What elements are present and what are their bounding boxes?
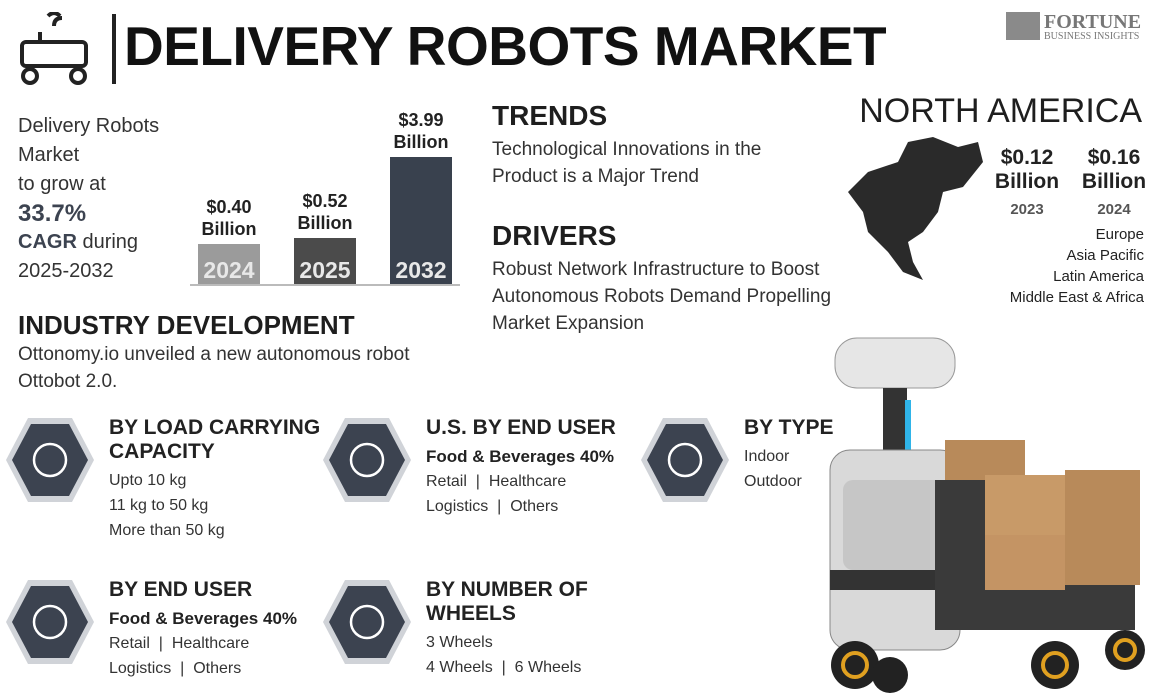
segment-heading: BY END USER xyxy=(109,578,253,601)
robot-image xyxy=(829,337,1145,693)
region-heading: NORTH AMERICA xyxy=(859,92,1142,130)
segment-heading: BY NUMBER OF WHEELS xyxy=(426,578,588,625)
industry-text: Ottonomy.io unveiled a new autonomous ro… xyxy=(18,344,410,392)
robot-icon xyxy=(20,12,88,85)
stat-value: $0.12 Billion xyxy=(994,146,1060,193)
segment-item: Indoor xyxy=(744,448,790,465)
trends-heading: TRENDS xyxy=(492,100,608,131)
segment-item: Logistics | Others xyxy=(426,498,559,515)
segment-item: Outdoor xyxy=(744,473,802,490)
segment-item: 4 Wheels | 6 Wheels xyxy=(426,659,582,676)
industry-heading: INDUSTRY DEVELOPMENT xyxy=(18,310,355,340)
bar-category: 2032 xyxy=(395,257,447,283)
map xyxy=(848,137,983,280)
cagr: 33.7% xyxy=(18,200,87,227)
stat-value: $0.16 Billion xyxy=(1081,146,1147,193)
bar-category: 2025 xyxy=(299,257,351,283)
segment: BY TYPE Indoor Outdoor xyxy=(744,416,959,494)
segment-item: More than 50 kg xyxy=(109,522,225,539)
region-item: Asia Pacific xyxy=(1066,247,1144,264)
title: DELIVERY ROBOTS MARKET xyxy=(124,15,887,77)
drivers-heading: DRIVERS xyxy=(492,220,617,251)
logo-mark xyxy=(1006,12,1040,40)
segment-heading: BY LOAD CARRYING CAPACITY xyxy=(109,416,321,463)
segment-item: Retail | Healthcare xyxy=(109,635,250,652)
segment-icon xyxy=(323,418,411,502)
summary-line: to grow at xyxy=(18,173,106,195)
segment-item: 11 kg to 50 kg xyxy=(109,497,209,514)
segment-highlight: Food & Beverages 40% xyxy=(426,447,615,466)
logo-name: FORTUNE xyxy=(1044,11,1142,33)
segment-heading: U.S. BY END USER xyxy=(426,416,616,439)
region-item: Latin America xyxy=(1053,268,1144,285)
bar: 2025 xyxy=(294,238,356,284)
region-list: Europe Asia Pacific Latin America Middle… xyxy=(1010,224,1144,308)
value-label: $0.40 Billion xyxy=(201,196,257,239)
bar-chart: 2024 $0.40 Billion 2025 $0.52 Billion 2032 $3… xyxy=(190,100,460,286)
segment-highlight: Food & Beverages 40% xyxy=(109,609,298,628)
divider xyxy=(112,14,116,84)
summary-line: Market xyxy=(18,144,80,166)
summary-line: Delivery Robots xyxy=(18,115,160,137)
logo-tagline: BUSINESS INSIGHTS xyxy=(1044,31,1140,42)
segment-item: Upto 10 kg xyxy=(109,472,187,489)
period: 2025-2032 xyxy=(18,260,114,282)
stat-year: 2024 xyxy=(1097,201,1131,218)
stat-year: 2023 xyxy=(1010,201,1044,218)
summary-during: during xyxy=(76,231,139,253)
segment-icon xyxy=(323,580,411,664)
summary: Delivery Robots Market to grow at 33.7% … xyxy=(18,112,159,286)
trends-text: Technological Innovations in the Product… xyxy=(492,139,762,187)
cagr-label: CAGR xyxy=(18,231,77,253)
segment-icon xyxy=(6,580,94,664)
bar: 2024 xyxy=(198,243,260,284)
segment: BY NUMBER OF WHEELS 3 Wheels 4 Wheels | 6 … xyxy=(426,578,641,680)
segment-item: 3 Wheels xyxy=(426,634,493,651)
segment-item: Retail | Healthcare xyxy=(426,473,567,490)
segment: U.S. BY END USER Food & Beverages 40% Reta… xyxy=(426,416,641,519)
segment-icon xyxy=(641,418,729,502)
region-item: Europe xyxy=(1095,226,1144,243)
segment: BY LOAD CARRYING CAPACITY Upto 10 kg 11 kg… xyxy=(109,416,324,543)
value-label: $0.52 Billion xyxy=(297,191,353,234)
segment-icon xyxy=(6,418,94,502)
bar-category: 2024 xyxy=(203,257,255,283)
segment-item: Logistics | Others xyxy=(109,660,242,677)
region-item: Middle East & Africa xyxy=(1009,289,1144,306)
segment-heading: BY TYPE xyxy=(744,416,834,439)
bar: 2032 xyxy=(390,157,452,284)
value-label: $3.99 Billion xyxy=(393,110,449,152)
segment: BY END USER Food & Beverages 40% Retail | … xyxy=(109,578,324,681)
drivers-text: Robust Network Infrastructure to Boost A… xyxy=(492,259,832,334)
